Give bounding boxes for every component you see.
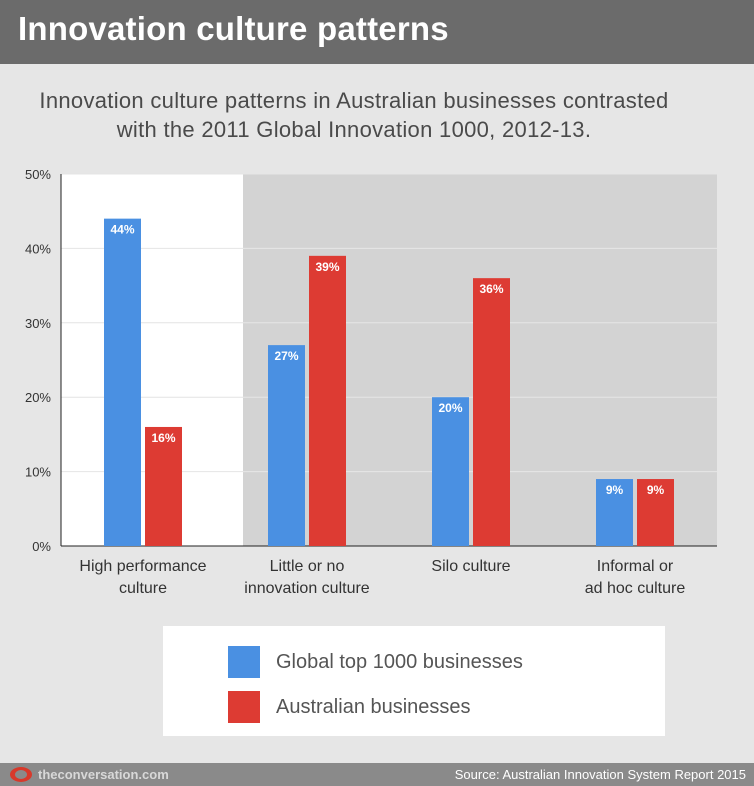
legend-item-australian: Australian businesses bbox=[228, 691, 471, 723]
bar-australian bbox=[637, 479, 674, 546]
bar-value-label: 39% bbox=[315, 260, 339, 274]
x-tick-label: High performance bbox=[79, 558, 206, 575]
chart-subtitle: Innovation culture patterns in Australia… bbox=[0, 86, 708, 144]
legend: Global top 1000 businesses Australian bu… bbox=[163, 626, 665, 736]
y-tick-label: 10% bbox=[25, 465, 51, 480]
bar-value-label: 9% bbox=[647, 483, 665, 497]
bar-australian bbox=[145, 426, 182, 546]
bar-chart: 0% 10% 20% 30% 40% 50% 44% 16% High performance c… bbox=[25, 167, 717, 597]
bar-value-label: 16% bbox=[151, 431, 175, 445]
page-title: Innovation culture patterns bbox=[18, 10, 449, 47]
y-tick-label: 0% bbox=[32, 539, 51, 554]
footer-bar: theconversation.com Source: Australian I… bbox=[0, 763, 754, 786]
bar-global bbox=[596, 479, 633, 546]
x-tick-label: culture bbox=[119, 580, 167, 597]
subtitle-line-2: with the 2011 Global Innovation 1000, 20… bbox=[116, 117, 592, 142]
bar-global bbox=[104, 218, 141, 546]
bar-value-label: 9% bbox=[606, 483, 624, 497]
bar-australian bbox=[309, 255, 346, 546]
header-bar: Innovation culture patterns bbox=[0, 0, 754, 64]
legend-item-global: Global top 1000 businesses bbox=[228, 646, 523, 678]
y-tick-label: 30% bbox=[25, 316, 51, 331]
legend-label-global: Global top 1000 businesses bbox=[276, 650, 523, 673]
y-tick-label: 40% bbox=[25, 241, 51, 256]
legend-swatch-global bbox=[228, 646, 260, 678]
bar-global bbox=[432, 397, 469, 546]
bar-value-label: 36% bbox=[479, 282, 503, 296]
x-tick-label: innovation culture bbox=[244, 580, 370, 597]
bar-australian bbox=[473, 278, 510, 546]
subtitle-line-1: Innovation culture patterns in Australia… bbox=[39, 88, 669, 113]
y-tick-label: 50% bbox=[25, 167, 51, 182]
bar-value-label: 27% bbox=[274, 349, 298, 363]
footer-source: Source: Australian Innovation System Rep… bbox=[454, 767, 746, 782]
bar-value-label: 44% bbox=[110, 223, 134, 237]
x-tick-label: Silo culture bbox=[431, 558, 510, 575]
x-tick-label: Informal or bbox=[597, 558, 674, 575]
x-tick-label: ad hoc culture bbox=[585, 580, 686, 597]
bar-global bbox=[268, 345, 305, 546]
legend-swatch-australian bbox=[228, 691, 260, 723]
y-tick-label: 20% bbox=[25, 390, 51, 405]
bar-value-label: 20% bbox=[438, 401, 462, 415]
x-tick-label: Little or no bbox=[270, 558, 345, 575]
legend-label-australian: Australian businesses bbox=[276, 695, 471, 718]
conversation-logo-icon bbox=[10, 767, 32, 782]
footer-site-link[interactable]: theconversation.com bbox=[38, 767, 169, 782]
